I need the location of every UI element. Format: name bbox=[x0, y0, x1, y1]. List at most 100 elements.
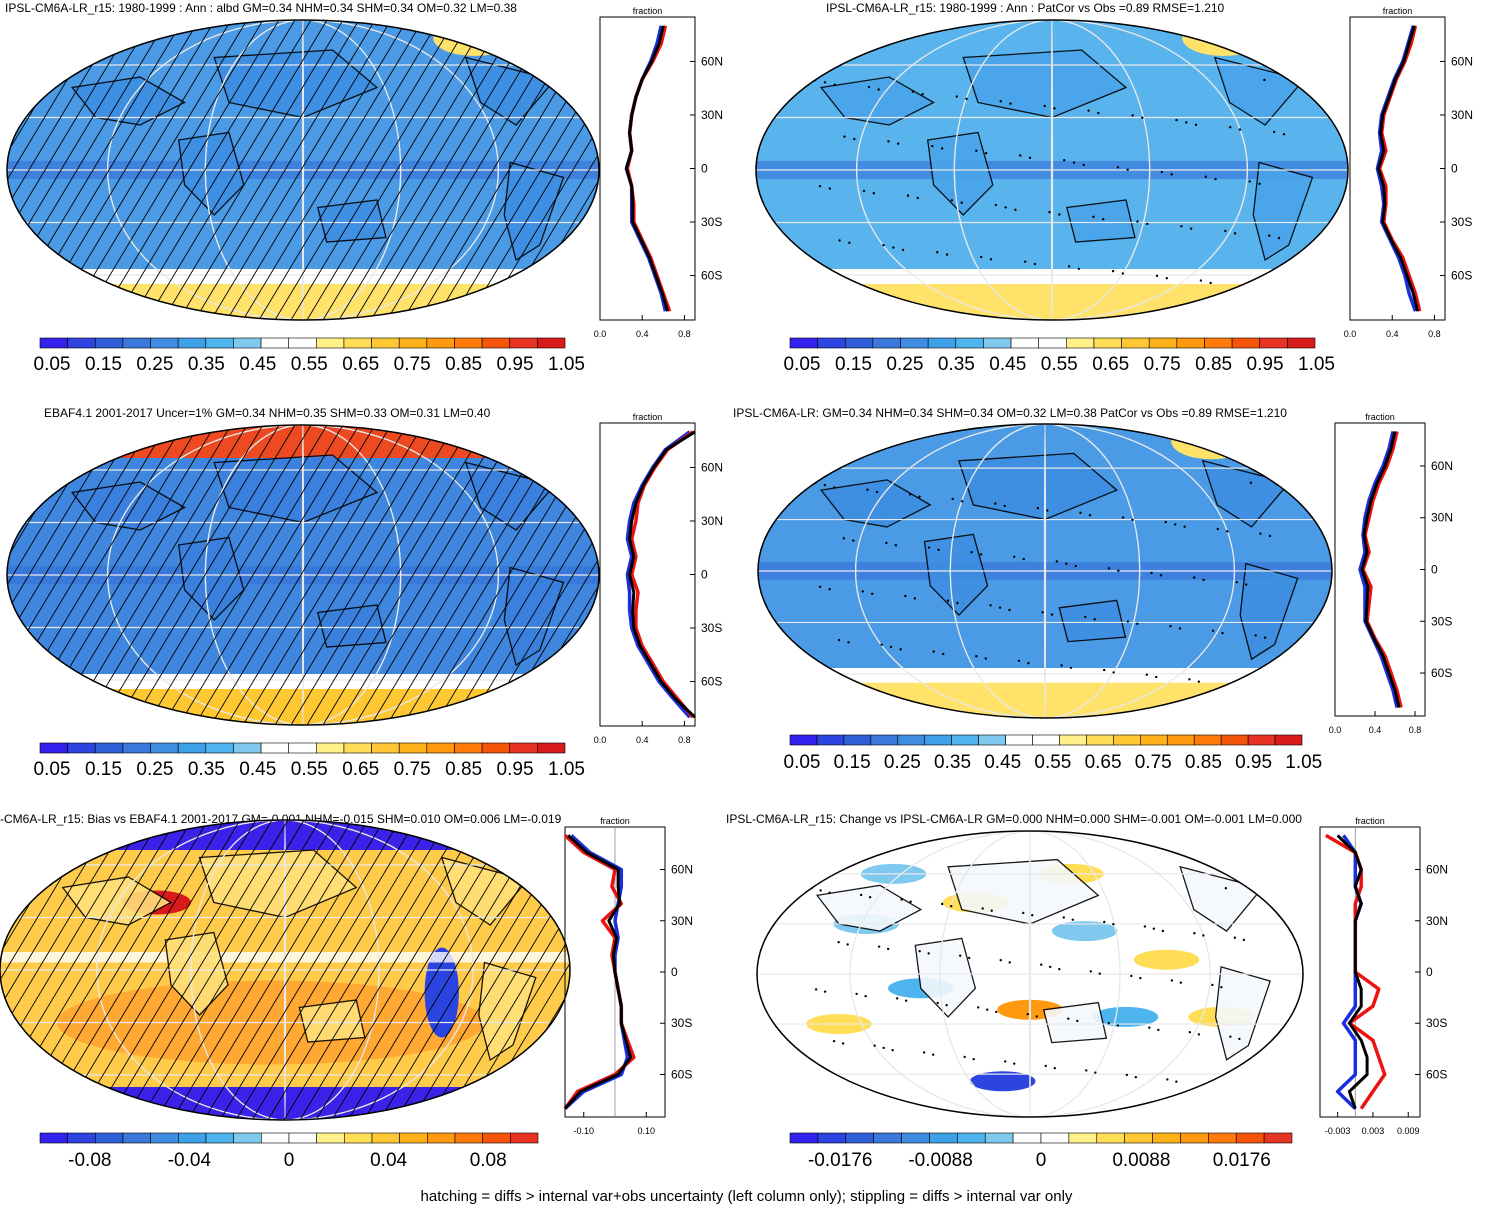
hatch-line bbox=[322, 20, 504, 320]
stipple-dot bbox=[1009, 102, 1012, 105]
hatch-line bbox=[98, 425, 280, 725]
profile-xtick-label: 0.4 bbox=[636, 329, 649, 339]
colorbar-swatch bbox=[233, 742, 262, 754]
profile-series-1 bbox=[1358, 431, 1399, 708]
stipple-dot bbox=[818, 184, 822, 188]
profile-ytick-label: 60N bbox=[671, 863, 693, 877]
stipple-dot bbox=[1060, 664, 1063, 667]
stipple-dot bbox=[1088, 513, 1092, 517]
colorbar-swatch bbox=[1010, 337, 1039, 349]
stipple-dot bbox=[1258, 182, 1261, 186]
profile-xlabel: fraction bbox=[1355, 816, 1385, 826]
colorbar-label: 0.75 bbox=[1144, 354, 1181, 375]
continent-1 bbox=[70, 76, 186, 126]
profile-frame bbox=[599, 422, 696, 727]
stipple-dot bbox=[931, 144, 934, 148]
stipple-dot bbox=[1179, 981, 1183, 984]
stipple-dot bbox=[1202, 934, 1205, 937]
continent-4 bbox=[298, 999, 366, 1043]
stipple-dot bbox=[1169, 624, 1172, 628]
profile-ytick-label: 30N bbox=[701, 514, 723, 528]
colorbar-swatch bbox=[39, 1132, 68, 1144]
longitude-line bbox=[856, 20, 1248, 320]
colorbar-swatch bbox=[1176, 337, 1205, 349]
profile-series-3 bbox=[1360, 431, 1401, 708]
colorbar-swatch bbox=[1005, 734, 1033, 746]
colorbar-label: 0.15 bbox=[85, 759, 122, 780]
colorbar-swatch bbox=[927, 337, 957, 349]
change-blob-10 bbox=[969, 1071, 1036, 1092]
stipple-dot bbox=[1102, 218, 1105, 221]
profile-frame bbox=[599, 16, 696, 321]
profile-xlabel: fraction bbox=[633, 412, 663, 422]
stipple-dot bbox=[1046, 509, 1049, 512]
colorbar-swatch bbox=[789, 1132, 819, 1144]
stipple-dot bbox=[977, 1006, 980, 1009]
stipple-dot bbox=[1055, 560, 1059, 563]
colorbar-label: 1.05 bbox=[548, 354, 585, 375]
colorbar-swatch bbox=[1287, 337, 1316, 349]
map bbox=[756, 830, 1304, 1118]
stipple-dot bbox=[1053, 107, 1056, 110]
stipple-dot bbox=[1146, 222, 1149, 226]
colorbar-swatch bbox=[39, 742, 68, 754]
stipple-dot bbox=[1074, 564, 1077, 568]
stipple-dot bbox=[1131, 114, 1134, 117]
colorbar-swatch bbox=[817, 337, 846, 349]
hatch-line bbox=[226, 20, 408, 320]
colorbar-swatch bbox=[1113, 734, 1141, 746]
colorbar-swatch bbox=[205, 1132, 234, 1144]
colorbar-swatch bbox=[1093, 337, 1122, 349]
stipple-dot bbox=[852, 539, 855, 542]
longitude-line bbox=[107, 20, 499, 320]
stipple-dot bbox=[1121, 272, 1124, 275]
stipple-dot bbox=[1008, 608, 1011, 612]
colorbar-label: 0.75 bbox=[1135, 752, 1172, 773]
hatch-line bbox=[578, 425, 599, 725]
stipple-dot bbox=[1094, 1071, 1097, 1074]
hatch-line bbox=[354, 425, 536, 725]
profile-xlabel: fraction bbox=[1365, 412, 1395, 422]
colorbar-swatch bbox=[1259, 337, 1288, 349]
hatch-line bbox=[283, 820, 465, 1120]
colorbar-swatch bbox=[1204, 337, 1233, 349]
stipple-dot bbox=[1157, 1028, 1160, 1032]
hatch-line bbox=[7, 425, 8, 725]
stipple-dot bbox=[1040, 963, 1043, 966]
stipple-dot bbox=[918, 949, 921, 953]
map bbox=[0, 819, 571, 1121]
stipple-dot bbox=[1194, 123, 1198, 127]
stipple-dot bbox=[986, 1008, 989, 1011]
colorbar-label: 0.04 bbox=[370, 1150, 407, 1171]
colorbar-swatch bbox=[870, 734, 899, 746]
longitude-line bbox=[301, 20, 305, 320]
hatch-line bbox=[331, 820, 513, 1120]
stipple-dot bbox=[1150, 571, 1153, 575]
stipple-dot bbox=[1044, 1064, 1047, 1068]
colorbar-swatch bbox=[371, 337, 400, 349]
colorbar-label: 0.85 bbox=[445, 759, 482, 780]
stipple-dot bbox=[1116, 1024, 1120, 1027]
stipple-dot bbox=[1013, 1062, 1016, 1065]
colorbar-swatch bbox=[1208, 1132, 1237, 1144]
colorbar-swatch bbox=[94, 337, 124, 349]
stipple-dot bbox=[1004, 206, 1007, 209]
colorbar-label: 0.95 bbox=[1235, 752, 1272, 773]
stipple-dot bbox=[823, 483, 827, 487]
stipple-dot bbox=[864, 994, 867, 998]
colorbar-swatch bbox=[261, 1132, 290, 1144]
colorbar-label: 0.95 bbox=[1247, 354, 1284, 375]
colorbar-swatch bbox=[1235, 1132, 1265, 1144]
zonal-profile: fraction 60N 30N 0 30S 60S 0.0 0.4 0.8 bbox=[1329, 412, 1453, 735]
stipple-dot bbox=[877, 88, 880, 91]
stipple-dot bbox=[1116, 166, 1120, 169]
stipple-dot bbox=[1033, 262, 1037, 266]
map-border bbox=[6, 19, 600, 321]
colorbar-swatch bbox=[371, 742, 400, 754]
colorbar-label: 0.0176 bbox=[1213, 1150, 1271, 1171]
map-border bbox=[755, 19, 1349, 321]
hatch-line bbox=[370, 425, 552, 725]
panel-3: EBAF4.1 2001-2017 Uncer=1% GM=0.34 NHM=0… bbox=[6, 406, 723, 780]
stipple-dot bbox=[1098, 972, 1101, 975]
colorbar-swatch bbox=[343, 742, 372, 754]
